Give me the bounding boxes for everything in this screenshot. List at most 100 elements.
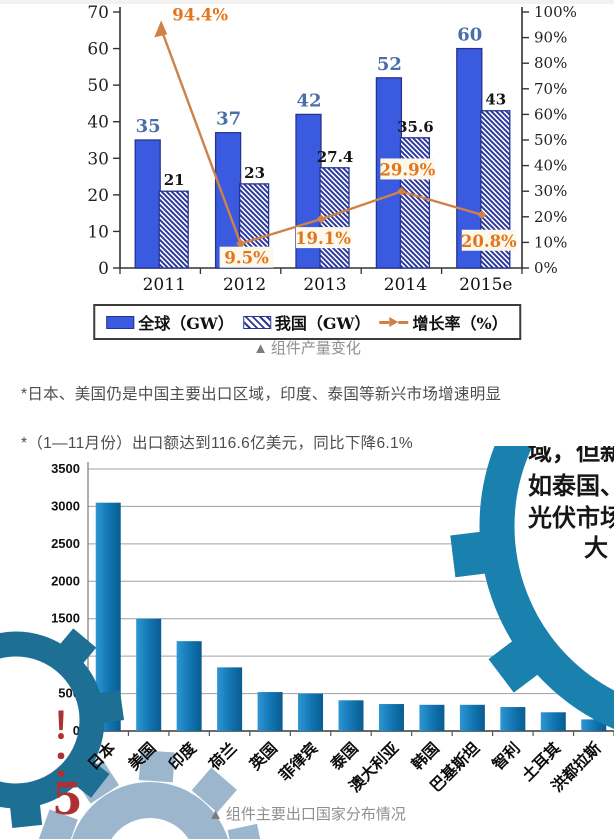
left-axis-tick-label: 0	[98, 259, 109, 279]
china-bar-value: 35.6	[397, 118, 434, 136]
growth-label-box	[380, 158, 435, 180]
global-bar-value: 60	[457, 25, 482, 46]
y-axis-tick-label: 2000	[51, 573, 80, 588]
china-bar-value: 21	[164, 171, 185, 189]
right-axis-tick-label: 20%	[534, 208, 567, 226]
gear-clipped-text: 如泰国、	[528, 473, 614, 500]
chart1-caption-text: 组件产量变化	[270, 340, 361, 357]
year-label: 2015e	[459, 275, 512, 295]
gear-inner-disc	[514, 446, 614, 691]
right-axis-tick-label: 90%	[534, 29, 567, 47]
left-axis-tick-label: 20	[87, 186, 109, 206]
china-bar	[399, 137, 431, 269]
right-axis-tick-label: 40%	[534, 157, 567, 175]
gear-tooth	[9, 798, 43, 828]
left-axis-tick-label: 40	[87, 113, 109, 133]
year-label: 2014	[384, 275, 427, 295]
global-bar	[214, 132, 242, 269]
legend-item-growth: 增长率（%）	[379, 310, 508, 334]
export-bar	[500, 707, 526, 731]
bullet-export-amount: *（1—11月份）出口额达到116.6亿美元，同比下降6.1%	[21, 435, 414, 452]
growth-value-label: 9.5%	[224, 249, 269, 268]
gear-clipped-text: 光伏市场	[527, 504, 614, 532]
growth-point-marker	[477, 210, 487, 220]
export-bar	[338, 700, 364, 731]
export-bar	[217, 667, 243, 731]
growth-point-marker	[396, 186, 406, 196]
global-bar	[134, 139, 161, 269]
left-axis-tick-label: 70	[87, 3, 109, 23]
global-bar-value: 42	[296, 90, 321, 111]
gear-tooth	[70, 758, 110, 798]
growth-point-marker	[236, 239, 246, 249]
country-label: 荷兰	[205, 738, 240, 773]
gear-icon	[479, 446, 614, 729]
red-text-fragment: ：	[52, 743, 88, 785]
chart2-caption: ▲ 组件主要出口国家分布情况	[0, 803, 614, 824]
gear-tooth	[450, 529, 504, 578]
right-axis-tick-label: 0%	[534, 259, 558, 277]
china-bar	[319, 167, 350, 269]
gear-tooth	[56, 628, 97, 668]
global-bar-swatch-icon	[106, 315, 135, 329]
growth-label-box	[296, 227, 350, 249]
gear-tooth	[227, 823, 265, 839]
red-text-fragment: ！	[52, 705, 88, 747]
chart1-legend: 全球（GW） 我国（GW） 增长率（%）	[93, 304, 521, 340]
chart2-caption-text: 组件主要出口国家分布情况	[225, 806, 406, 823]
country-label: 菲律宾	[275, 738, 321, 784]
left-axis-tick-label: 50	[87, 76, 109, 96]
y-axis-tick-label: 1500	[51, 611, 80, 626]
export-bar	[540, 712, 566, 731]
china-bar-value: 27.4	[317, 148, 354, 166]
china-bar-swatch-icon	[242, 315, 271, 329]
china-bar-value: 23	[244, 164, 265, 182]
growth-line-swatch-icon	[379, 317, 409, 327]
country-label: 泰国	[326, 738, 362, 774]
right-axis-tick-label: 30%	[534, 182, 567, 200]
y-axis-tick-label: 3500	[51, 461, 80, 476]
gear-tooth	[488, 630, 553, 693]
country-label: 韩国	[407, 738, 442, 773]
country-label: 英国	[245, 738, 281, 774]
country-label: 智利	[488, 738, 523, 773]
left-axis-tick-label: 10	[87, 222, 109, 242]
growth-value-label: 19.1%	[295, 229, 351, 248]
year-label: 2012	[223, 275, 266, 295]
china-bar-value: 43	[485, 91, 506, 109]
legend-label-growth: 增长率（%）	[412, 314, 508, 333]
y-axis-tick-label: 3000	[51, 498, 80, 513]
global-bar-value: 35	[136, 116, 161, 137]
caption-triangle-icon: ▲	[253, 340, 268, 357]
growth-value-label: 29.9%	[379, 160, 435, 179]
y-axis-tick-label: 0	[73, 723, 80, 738]
right-axis-tick-label: 80%	[534, 54, 567, 72]
legend-item-global: 全球（GW）	[106, 310, 234, 334]
gear-tooth	[191, 767, 237, 813]
legend-label-china: 我国（GW）	[274, 314, 371, 333]
left-axis-tick-label: 60	[87, 40, 109, 60]
light-gear-icon	[71, 782, 229, 839]
growth-value-label: 94.4%	[172, 5, 228, 24]
gear-tooth	[94, 690, 125, 724]
dark-gear-icon	[0, 631, 105, 809]
year-label: 2011	[143, 275, 186, 295]
gear-clipped-text: 域，但新	[528, 446, 614, 466]
growth-label-box	[219, 246, 274, 268]
growth-label-box	[461, 229, 516, 251]
right-axis-tick-label: 60%	[534, 105, 567, 123]
caption-triangle-icon: ▲	[208, 806, 223, 823]
gear-tooth	[38, 809, 78, 839]
export-bar	[298, 693, 324, 731]
gear-clipped-text: 大	[584, 535, 608, 562]
red-text-fragment: 5	[52, 774, 83, 825]
right-axis-tick-label: 70%	[534, 80, 567, 98]
right-axis-tick-label: 10%	[534, 233, 567, 251]
growth-point-marker	[316, 214, 326, 224]
growth-arrow-marker	[154, 20, 168, 38]
chart1-caption: ▲ 组件产量变化	[0, 337, 614, 358]
export-bar	[136, 618, 162, 731]
export-bar	[581, 719, 607, 731]
global-bar-value: 37	[216, 109, 241, 130]
